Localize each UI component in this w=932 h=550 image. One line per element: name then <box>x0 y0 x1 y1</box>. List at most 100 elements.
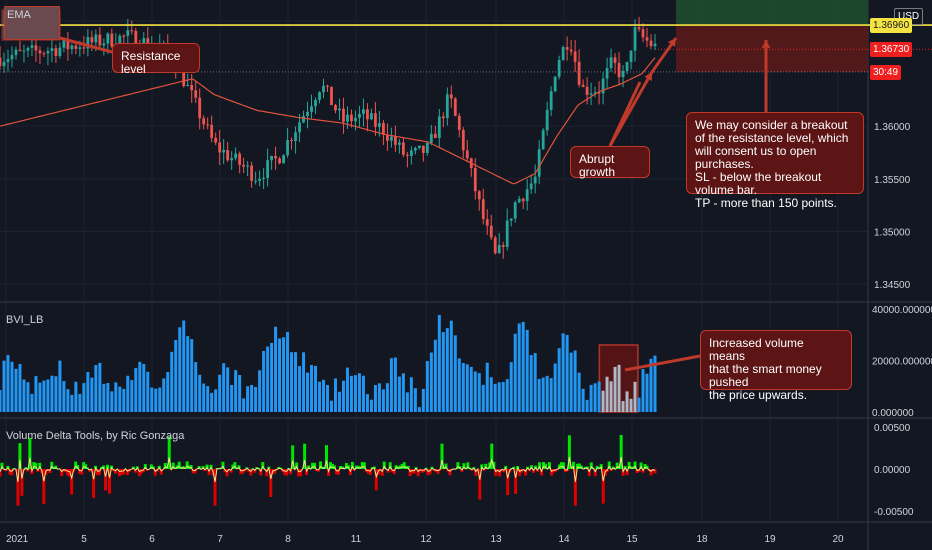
delta-bar <box>518 469 522 476</box>
delta-bar <box>76 465 80 469</box>
candle-body <box>294 132 297 142</box>
candle-body <box>649 40 653 47</box>
volume-note-line: that the smart money pushed <box>709 362 822 389</box>
volume-bar <box>274 326 278 412</box>
delta-bar <box>303 443 307 469</box>
volume-bar <box>126 375 130 412</box>
candle-body <box>421 145 425 153</box>
candle-body <box>70 45 74 50</box>
delta-bar <box>615 462 619 469</box>
volume-bar <box>429 352 433 412</box>
volume-bar <box>545 375 549 412</box>
volume-bar <box>66 389 70 412</box>
volume-bar <box>461 362 465 412</box>
delta-bar <box>28 437 32 469</box>
candle-body <box>222 149 226 153</box>
time-tick-label: 15 <box>626 534 638 545</box>
volume-bar <box>377 383 381 412</box>
candle-body <box>14 49 18 55</box>
candle-body <box>569 49 573 52</box>
volume-bar <box>118 386 122 412</box>
volume-bar <box>497 382 501 412</box>
candle-body <box>417 145 421 148</box>
delta-bar <box>96 469 100 476</box>
candle-body <box>230 158 234 161</box>
volume-bar <box>0 390 2 412</box>
volume-bar <box>413 388 417 412</box>
candle-body <box>401 142 405 155</box>
candle-body <box>322 85 325 93</box>
delta-bar <box>265 469 269 477</box>
candle-body <box>126 30 130 36</box>
volume-bar <box>178 327 182 412</box>
volume-bar <box>541 377 545 412</box>
delta-bar <box>542 461 546 469</box>
volume-bar <box>214 389 218 412</box>
volume-bar <box>142 363 146 412</box>
delta-bar <box>191 469 195 474</box>
volume-bar <box>106 383 110 412</box>
volume-bar <box>262 350 266 412</box>
ema-indicator-label[interactable]: EMA <box>4 6 60 40</box>
delta-bar <box>456 462 460 469</box>
volume-bar <box>162 378 166 412</box>
volume-bar <box>194 362 198 412</box>
delta-bar <box>289 469 293 475</box>
volume-bar <box>102 383 106 412</box>
candle-body <box>633 27 637 51</box>
delta-bar <box>213 469 217 506</box>
candle-body <box>346 114 349 122</box>
candle-body <box>62 40 66 48</box>
delta-bar <box>410 469 414 474</box>
delta-indicator-label[interactable]: Volume Delta Tools, by Ric Gonzaga <box>6 430 185 442</box>
volume-bar <box>234 370 238 412</box>
candle-body <box>429 133 433 143</box>
candle-body <box>214 137 218 143</box>
volume-bar <box>641 369 645 412</box>
delta-bar <box>627 461 631 469</box>
volume-bar <box>421 388 425 412</box>
delta-bar <box>601 469 605 504</box>
volume-bar <box>222 363 226 412</box>
delta-bar <box>388 462 392 469</box>
candle-body <box>473 168 477 192</box>
candle-body <box>477 191 481 200</box>
candle-body <box>409 150 413 156</box>
volume-bar <box>513 333 517 412</box>
candle-body <box>521 198 525 202</box>
delta-bar <box>60 469 64 477</box>
bvi-indicator-label[interactable]: BVI_LB <box>6 314 44 326</box>
candle-body <box>441 116 445 119</box>
candle-body <box>382 123 385 135</box>
volume-bar <box>134 368 138 412</box>
candle-body <box>437 116 441 139</box>
candle-body <box>509 218 513 221</box>
volume-bar <box>565 334 569 412</box>
delta-bar <box>297 469 301 477</box>
delta-bar <box>163 462 167 469</box>
delta-bar <box>549 469 553 476</box>
delta-bar <box>420 469 424 473</box>
volume-bar <box>509 362 513 412</box>
candle-body <box>366 109 369 120</box>
delta-bar <box>70 469 74 495</box>
delta-bar <box>273 469 277 474</box>
delta-bar <box>524 469 528 476</box>
time-tick-label: 11 <box>351 534 362 545</box>
delta-bar <box>241 469 245 474</box>
volume-bar <box>569 352 573 412</box>
ema-label-text: EMA <box>7 9 31 21</box>
delta-bar <box>350 461 354 469</box>
delta-bar <box>233 462 237 469</box>
candle-body <box>202 118 206 125</box>
volume-bar <box>22 379 26 412</box>
volume-bar <box>290 352 294 412</box>
volume-bar <box>254 387 258 412</box>
delta-signal-line <box>0 457 656 482</box>
volume-bar <box>537 378 541 412</box>
volume-bar <box>417 407 421 412</box>
candle-body <box>525 189 529 202</box>
candle-body <box>609 57 613 69</box>
